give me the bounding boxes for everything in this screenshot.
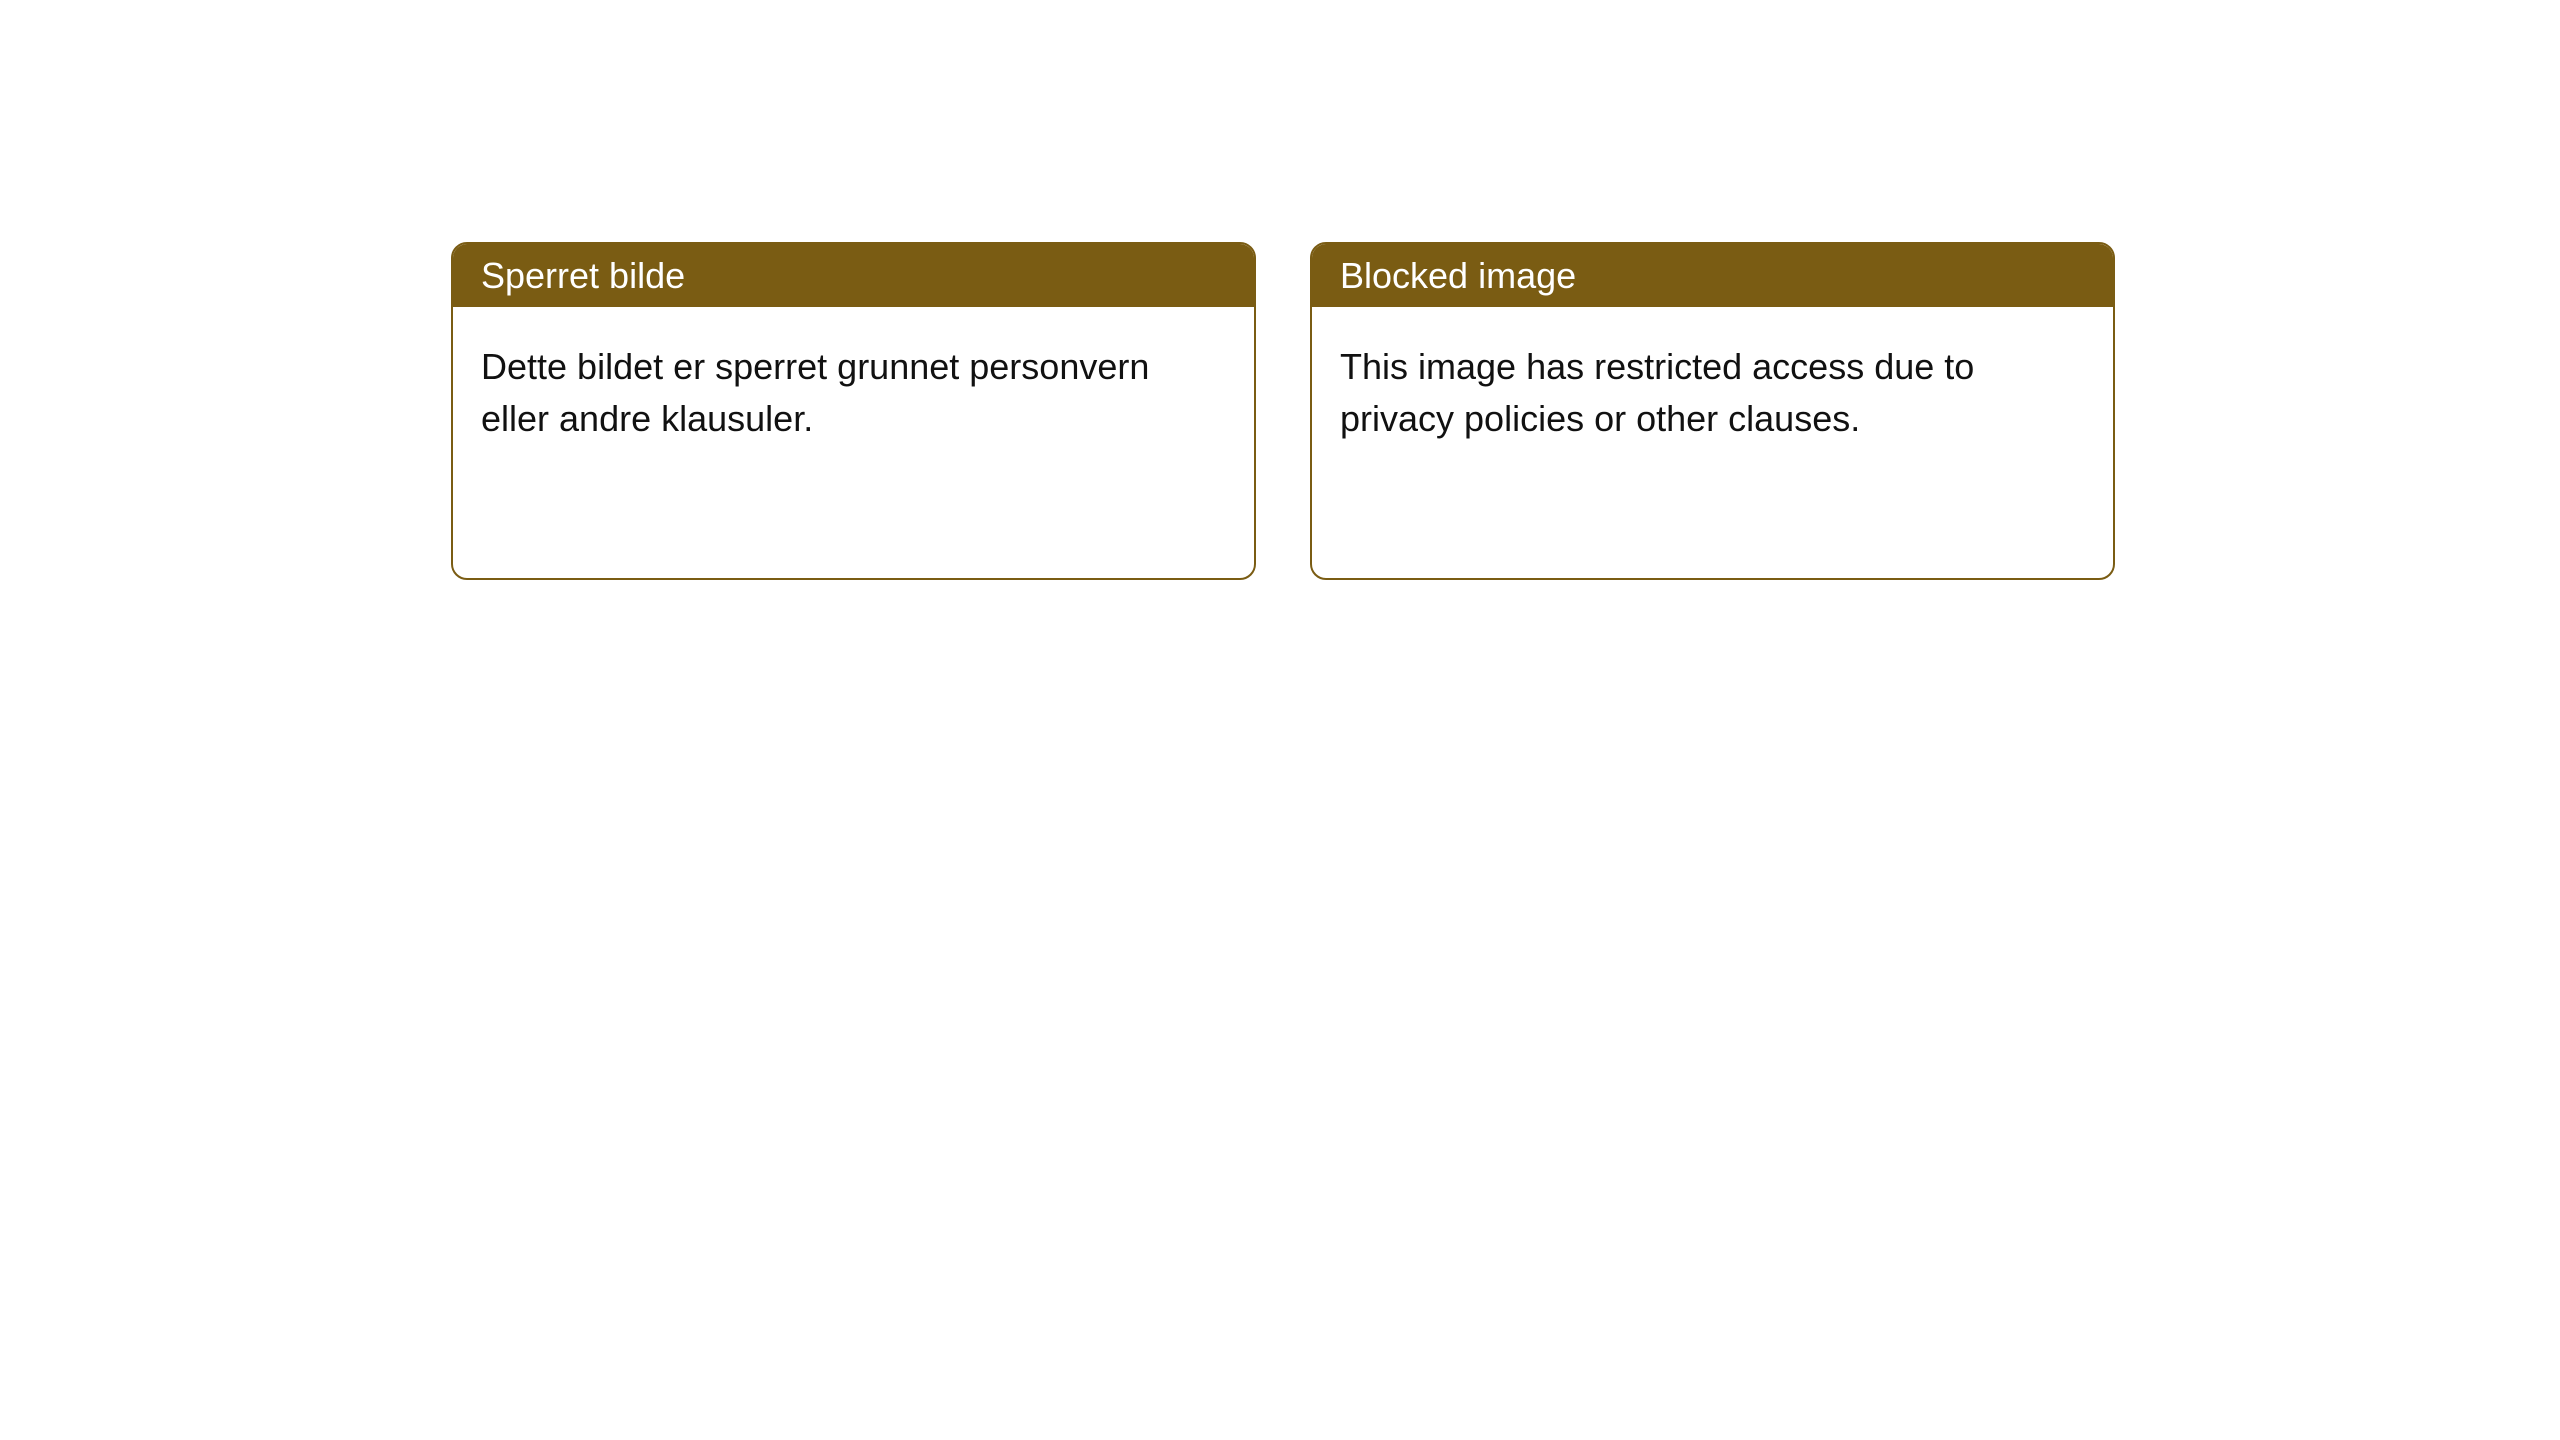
notice-header: Blocked image <box>1312 244 2113 307</box>
notice-body: This image has restricted access due to … <box>1312 307 2113 479</box>
notice-body: Dette bildet er sperret grunnet personve… <box>453 307 1254 479</box>
notice-card-norwegian: Sperret bilde Dette bildet er sperret gr… <box>451 242 1256 580</box>
notice-container: Sperret bilde Dette bildet er sperret gr… <box>0 0 2560 580</box>
notice-card-english: Blocked image This image has restricted … <box>1310 242 2115 580</box>
notice-header: Sperret bilde <box>453 244 1254 307</box>
